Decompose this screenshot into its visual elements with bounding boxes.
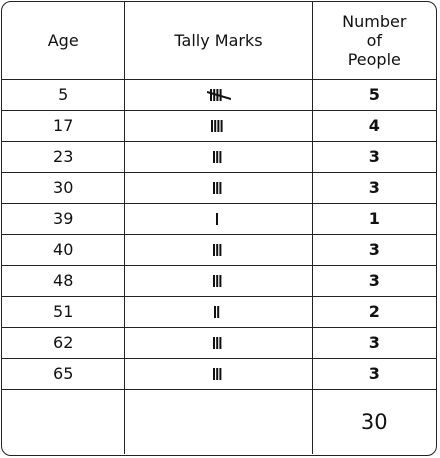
age-cell: 5 — [2, 79, 126, 110]
tally-cell — [125, 141, 313, 172]
tally-marks-icon — [212, 367, 222, 380]
tally-marks-icon — [211, 119, 223, 132]
tally-marks-icon — [212, 274, 222, 287]
tally-cell — [125, 172, 313, 203]
count-cell: 3 — [368, 364, 380, 383]
tally-cell — [125, 203, 313, 234]
tally-marks — [210, 242, 228, 258]
count-cell: 2 — [368, 302, 380, 321]
count-cell: 3 — [368, 147, 380, 166]
header-count-line3: People — [347, 50, 401, 69]
header-age: Age — [2, 2, 126, 79]
header-number-of-people: Number of People — [313, 2, 436, 79]
table-row: 30 3 — [2, 172, 436, 204]
table-row: 23 3 — [2, 141, 436, 173]
table-row: 40 3 — [2, 234, 436, 266]
total-empty-tally — [125, 389, 313, 454]
tally-cell — [125, 110, 313, 141]
count-cell: 5 — [368, 85, 380, 104]
tally-marks — [210, 273, 228, 289]
tally-marks-icon — [214, 305, 220, 318]
tally-cross-stroke — [206, 90, 231, 100]
tally-marks — [208, 118, 229, 134]
tally-marks-icon — [212, 181, 222, 194]
age-cell: 48 — [2, 265, 126, 296]
age-cell: 51 — [2, 296, 126, 327]
tally-marks-icon — [212, 150, 222, 163]
tally-cell — [125, 296, 313, 327]
tally-marks — [213, 211, 224, 227]
count-cell: 3 — [368, 333, 380, 352]
tally-marks — [210, 180, 228, 196]
table-row: 65 3 — [2, 358, 436, 390]
tally-marks — [210, 366, 228, 382]
count-cell: 3 — [368, 178, 380, 197]
age-cell: 40 — [2, 234, 126, 265]
total-row: 30 — [2, 389, 436, 454]
table-row: 17 4 — [2, 110, 436, 142]
header-row: Age Tally Marks Number of People — [2, 2, 436, 80]
tally-cell — [125, 79, 313, 110]
count-cell: 3 — [368, 271, 380, 290]
tally-cell — [125, 358, 313, 389]
tally-marks-icon — [212, 336, 222, 349]
count-cell: 3 — [368, 240, 380, 259]
total-empty-age — [2, 389, 126, 454]
tally-marks-icon — [212, 243, 222, 256]
header-count-line2: of — [366, 31, 382, 50]
count-cell: 1 — [368, 209, 380, 228]
tally-marks-icon — [215, 212, 218, 225]
tally-marks — [211, 304, 225, 320]
total-count: 30 — [360, 409, 388, 434]
age-cell: 23 — [2, 141, 126, 172]
table-row: 62 3 — [2, 327, 436, 359]
tally-cell — [125, 327, 313, 358]
age-cell: 62 — [2, 327, 126, 358]
count-cell: 4 — [368, 116, 380, 135]
age-cell: 65 — [2, 358, 126, 389]
tally-marks — [210, 335, 228, 351]
table-row: 48 3 — [2, 265, 436, 297]
tally-marks — [210, 149, 228, 165]
age-cell: 30 — [2, 172, 126, 203]
table-row: 39 1 — [2, 203, 436, 235]
header-count-line1: Number — [342, 12, 407, 31]
tally-cell — [125, 265, 313, 296]
header-tally-marks: Tally Marks — [125, 2, 313, 79]
age-cell: 17 — [2, 110, 126, 141]
table-row: 51 2 — [2, 296, 436, 328]
tally-marks-icon — [206, 88, 231, 101]
age-cell: 39 — [2, 203, 126, 234]
tally-marks — [206, 87, 231, 103]
tally-cell — [125, 234, 313, 265]
